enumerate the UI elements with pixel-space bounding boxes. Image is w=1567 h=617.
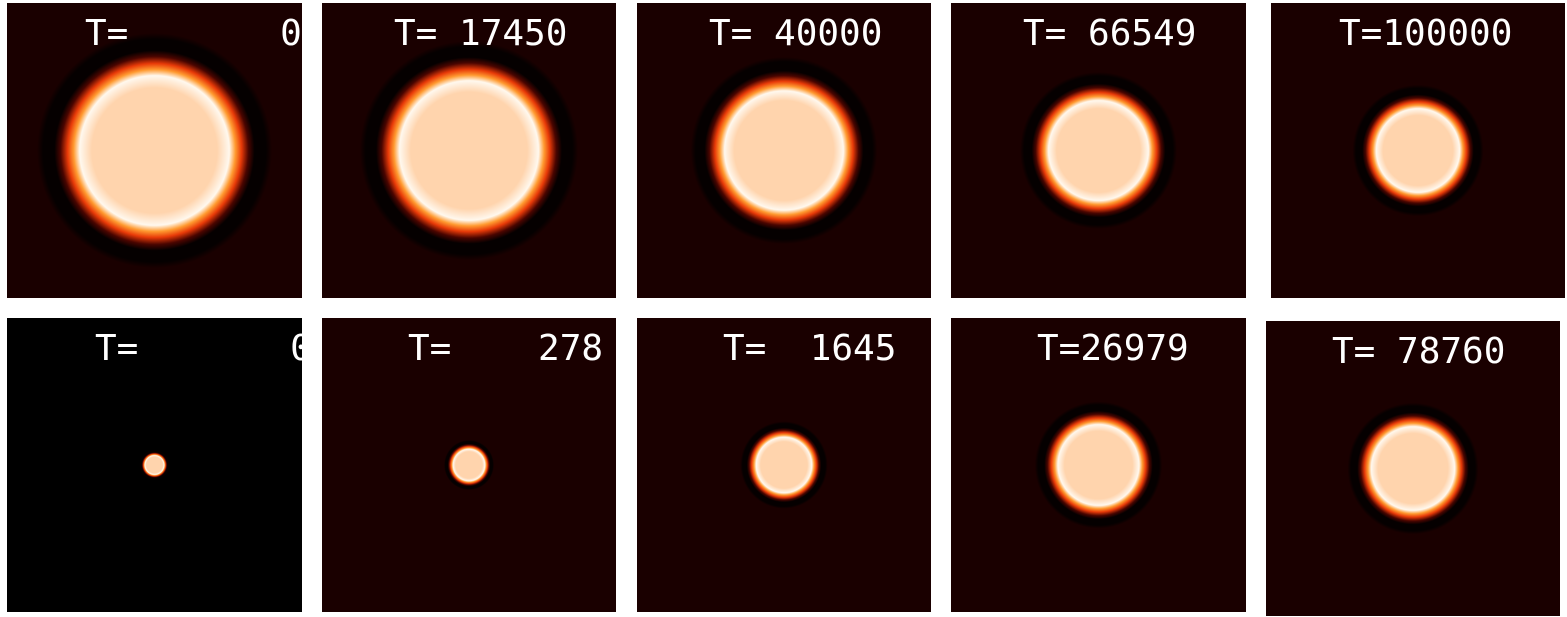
droplet <box>690 56 878 245</box>
droplet-image-6 <box>7 318 302 612</box>
snapshot-panel-10: T= 78760 <box>1266 321 1560 616</box>
snapshot-panel-3: T= 40000 <box>637 3 931 298</box>
time-label: T=100000 <box>1339 13 1513 54</box>
snapshot-panel-5: T=100000 <box>1271 3 1565 298</box>
droplet <box>740 421 828 509</box>
time-label: T= 40000 <box>709 13 883 54</box>
droplet <box>1034 401 1163 529</box>
snapshot-panel-8: T= 1645 <box>637 318 931 612</box>
droplet-image-5 <box>1271 3 1565 298</box>
droplet <box>1020 72 1177 229</box>
droplet <box>37 33 272 268</box>
droplet <box>359 40 579 261</box>
droplet-image-9 <box>951 318 1246 612</box>
droplet <box>443 439 495 491</box>
snapshot-panel-9: T=26979 <box>951 318 1246 612</box>
time-label: T= 66549 <box>1023 13 1197 54</box>
snapshot-panel-2: T= 17450 <box>322 3 616 298</box>
time-label: T= 0 <box>85 13 302 54</box>
droplet-image-2 <box>322 3 616 298</box>
droplet-image-4 <box>951 3 1246 298</box>
time-label: T= 78760 <box>1332 331 1506 372</box>
droplet-image-10 <box>1266 321 1560 616</box>
time-label: T=26979 <box>1037 328 1189 369</box>
time-label: T= 0 <box>95 328 302 369</box>
droplet-image-3 <box>637 3 931 298</box>
droplet <box>1352 84 1484 217</box>
droplet-image-8 <box>637 318 931 612</box>
time-label: T= 1645 <box>723 328 897 369</box>
droplet <box>139 449 170 481</box>
snapshot-panel-1: T= 0 <box>7 3 302 298</box>
snapshot-panel-6: T= 0 <box>7 318 302 612</box>
droplet-image-7 <box>322 318 616 612</box>
time-label: T= 278 <box>408 328 604 369</box>
droplet <box>1347 402 1479 535</box>
time-label: T= 17450 <box>394 13 568 54</box>
droplet-image-1 <box>7 3 302 298</box>
snapshot-panel-4: T= 66549 <box>951 3 1246 298</box>
snapshot-panel-7: T= 278 <box>322 318 616 612</box>
